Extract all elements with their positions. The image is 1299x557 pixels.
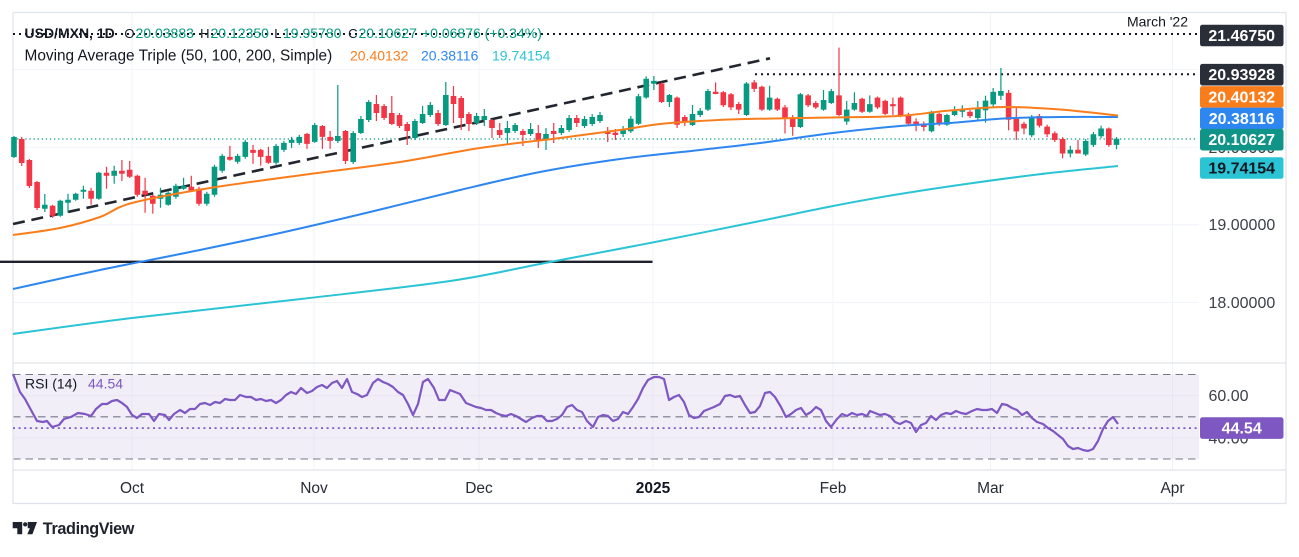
svg-text:20.40132: 20.40132: [1208, 89, 1275, 106]
svg-text:44.54: 44.54: [88, 376, 123, 392]
svg-text:TradingView: TradingView: [43, 520, 135, 538]
svg-text:60.00: 60.00: [1209, 388, 1249, 405]
svg-text:L: L: [274, 26, 281, 41]
svg-text:20.12350: 20.12350: [211, 25, 270, 41]
svg-text:RSI (14): RSI (14): [25, 376, 77, 392]
svg-text:19.95780: 19.95780: [283, 25, 342, 41]
svg-text:20.03883: 20.03883: [136, 25, 195, 41]
svg-text:Dec: Dec: [465, 480, 493, 497]
svg-text:19.00000: 19.00000: [1209, 217, 1276, 234]
svg-text:19.74154: 19.74154: [1208, 161, 1275, 178]
svg-text:Mar: Mar: [977, 480, 1004, 497]
svg-text:Oct: Oct: [120, 480, 145, 497]
svg-text:20.93928: 20.93928: [1208, 67, 1275, 84]
svg-text:21.46750: 21.46750: [1208, 28, 1275, 45]
svg-text:2025: 2025: [636, 480, 671, 497]
svg-text:20.38116: 20.38116: [1209, 111, 1275, 128]
svg-text:C: C: [348, 26, 357, 41]
svg-text:20.38116: 20.38116: [421, 48, 479, 64]
svg-text:20.40132: 20.40132: [350, 48, 409, 64]
svg-text:Feb: Feb: [820, 480, 847, 497]
svg-text:+0.06876 (+0.34%): +0.06876 (+0.34%): [422, 25, 542, 41]
svg-text:44.54: 44.54: [1222, 421, 1262, 438]
svg-text:Nov: Nov: [300, 480, 328, 497]
svg-text:H: H: [200, 26, 209, 41]
svg-text:March '22: March '22: [1127, 14, 1188, 30]
svg-text:19.74154: 19.74154: [492, 48, 551, 64]
svg-text:O: O: [124, 26, 134, 41]
svg-text:USD/MXN, 1D: USD/MXN, 1D: [25, 25, 115, 41]
svg-text:20.10627: 20.10627: [1208, 132, 1275, 149]
svg-text:20.10627: 20.10627: [359, 25, 418, 41]
svg-text:Moving Average Triple (50, 100: Moving Average Triple (50, 100, 200, Sim…: [25, 48, 333, 65]
svg-text:Apr: Apr: [1160, 480, 1184, 497]
svg-text:18.00000: 18.00000: [1209, 295, 1276, 312]
